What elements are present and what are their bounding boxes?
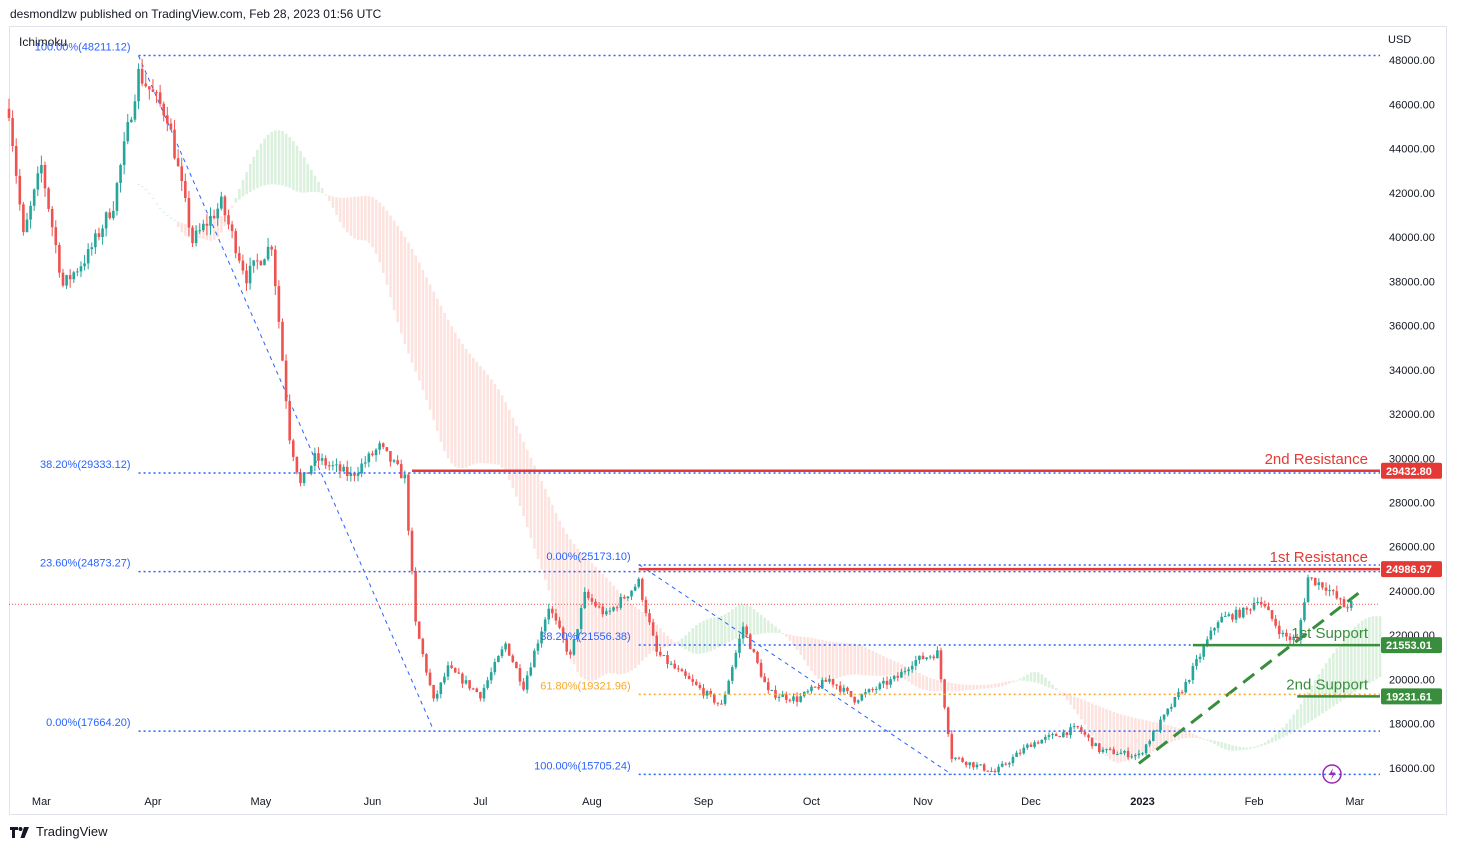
publisher-line: desmondlzw published on TradingView.com,… (10, 7, 382, 21)
footer-brand[interactable]: TradingView (36, 824, 108, 839)
chart-frame (9, 26, 1447, 815)
footer: TradingView (10, 824, 108, 839)
currency-label: USD (1388, 34, 1412, 46)
indicator-label[interactable]: Ichimoku (19, 35, 68, 49)
tradingview-logo-icon (10, 825, 30, 839)
